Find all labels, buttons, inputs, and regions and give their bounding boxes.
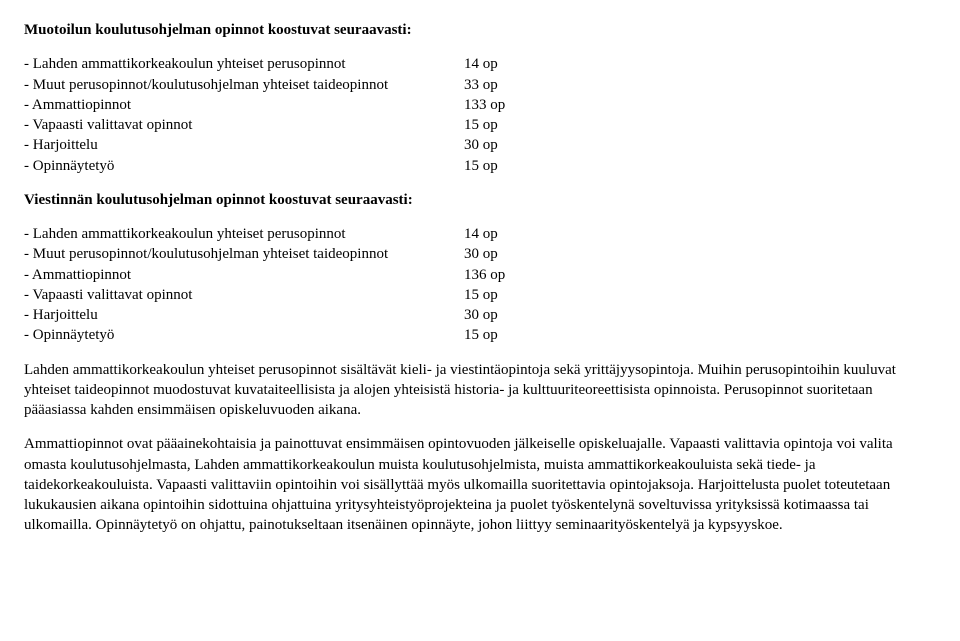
item-value: 14 op <box>464 224 498 244</box>
item-value: 30 op <box>464 135 498 155</box>
section-heading-2: Viestinnän koulutusohjelman opinnot koos… <box>24 190 936 210</box>
item-label: - Opinnäytetyö <box>24 156 464 176</box>
item-value: 15 op <box>464 156 498 176</box>
item-label: - Vapaasti valittavat opinnot <box>24 115 464 135</box>
item-value: 136 op <box>464 265 505 285</box>
item-label: - Ammattiopinnot <box>24 265 464 285</box>
list-item: - Lahden ammattikorkeakoulun yhteiset pe… <box>24 224 936 244</box>
item-label: - Harjoittelu <box>24 135 464 155</box>
paragraph-1: Lahden ammattikorkeakoulun yhteiset peru… <box>24 360 936 421</box>
paragraph-2: Ammattiopinnot ovat pääainekohtaisia ja … <box>24 434 936 535</box>
list-item: - Opinnäytetyö 15 op <box>24 325 936 345</box>
item-value: 15 op <box>464 285 498 305</box>
credits-list-2: - Lahden ammattikorkeakoulun yhteiset pe… <box>24 224 936 346</box>
item-label: - Harjoittelu <box>24 305 464 325</box>
item-label: - Ammattiopinnot <box>24 95 464 115</box>
item-value: 133 op <box>464 95 505 115</box>
list-item: - Muut perusopinnot/koulutusohjelman yht… <box>24 75 936 95</box>
list-item: - Opinnäytetyö 15 op <box>24 156 936 176</box>
item-label: - Muut perusopinnot/koulutusohjelman yht… <box>24 244 464 264</box>
item-value: 30 op <box>464 244 498 264</box>
item-label: - Muut perusopinnot/koulutusohjelman yht… <box>24 75 464 95</box>
list-item: - Ammattiopinnot 136 op <box>24 265 936 285</box>
list-item: - Harjoittelu 30 op <box>24 135 936 155</box>
item-value: 14 op <box>464 54 498 74</box>
list-item: - Vapaasti valittavat opinnot 15 op <box>24 115 936 135</box>
credits-list-1: - Lahden ammattikorkeakoulun yhteiset pe… <box>24 54 936 176</box>
section-heading-1: Muotoilun koulutusohjelman opinnot koost… <box>24 20 936 40</box>
item-label: - Vapaasti valittavat opinnot <box>24 285 464 305</box>
list-item: - Lahden ammattikorkeakoulun yhteiset pe… <box>24 54 936 74</box>
item-label: - Lahden ammattikorkeakoulun yhteiset pe… <box>24 54 464 74</box>
item-value: 33 op <box>464 75 498 95</box>
list-item: - Harjoittelu 30 op <box>24 305 936 325</box>
item-value: 15 op <box>464 115 498 135</box>
list-item: - Ammattiopinnot 133 op <box>24 95 936 115</box>
item-value: 30 op <box>464 305 498 325</box>
item-label: - Lahden ammattikorkeakoulun yhteiset pe… <box>24 224 464 244</box>
list-item: - Vapaasti valittavat opinnot 15 op <box>24 285 936 305</box>
item-label: - Opinnäytetyö <box>24 325 464 345</box>
list-item: - Muut perusopinnot/koulutusohjelman yht… <box>24 244 936 264</box>
item-value: 15 op <box>464 325 498 345</box>
